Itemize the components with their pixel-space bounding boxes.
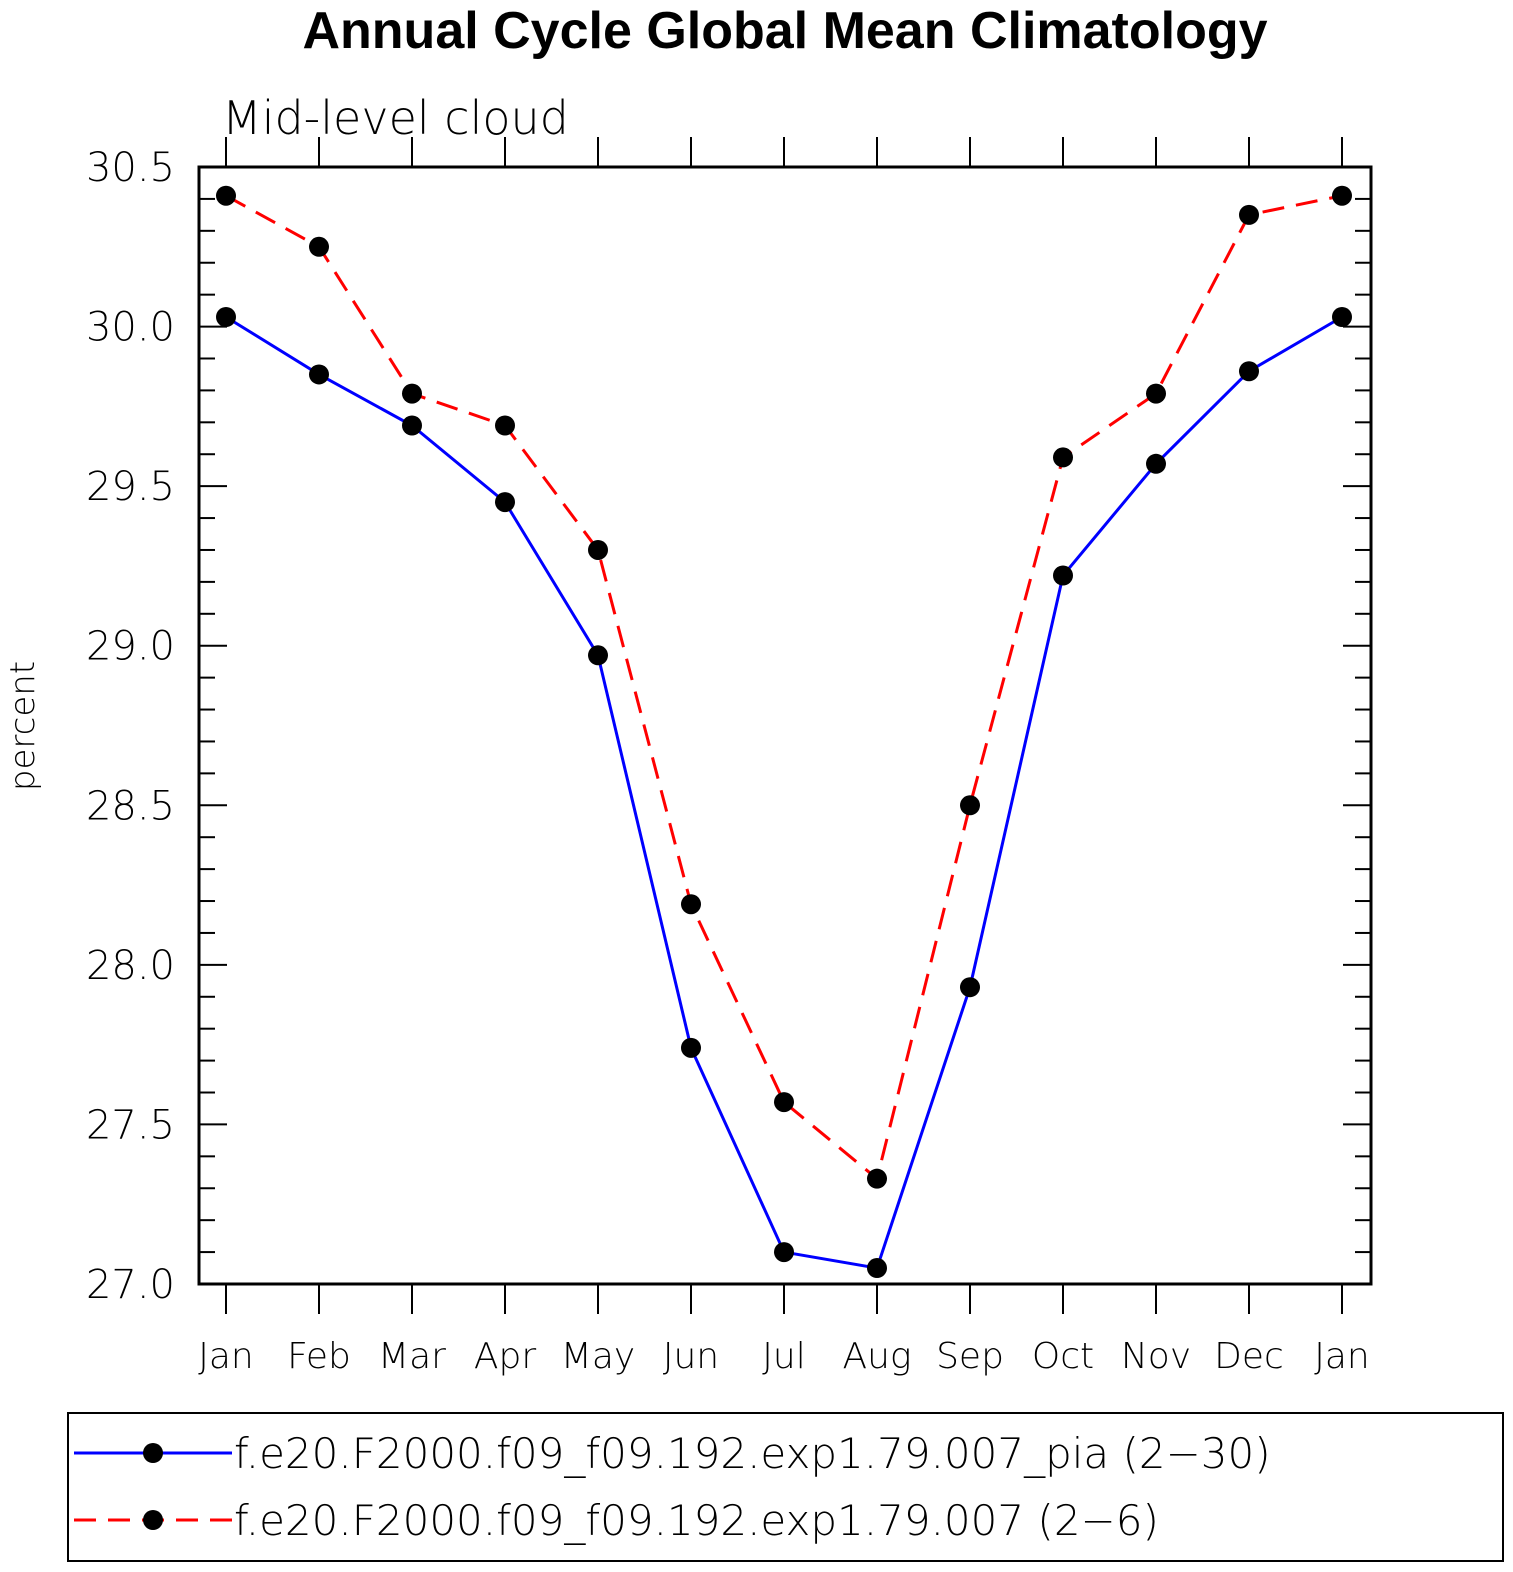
data-point-series-2	[588, 539, 608, 560]
legend: f.e20.F2000.f09_f09.192.exp1.79.007_pia …	[67, 1412, 1504, 1562]
x-tick-label: Apr	[474, 1336, 536, 1377]
data-point-series-1	[588, 645, 608, 666]
x-tick-label: May	[561, 1336, 635, 1377]
series-line-1	[225, 315, 1343, 1270]
data-point-series-2	[1053, 447, 1073, 468]
x-axis-ticks: Jan Feb Mar Apr May Jun Jul Aug Sep Oct Nov Dec Jan	[198, 137, 1370, 1377]
y-axis-label: percent	[3, 661, 43, 791]
data-point-series-2	[309, 236, 329, 257]
legend-label-series-1: f.e20.F2000.f09_f09.192.exp1.79.007_pia …	[234, 1429, 1271, 1478]
x-tick-label: Aug	[842, 1336, 911, 1377]
series-markers	[216, 185, 1352, 1279]
data-point-series-2	[1146, 383, 1166, 404]
chart-subtitle: Mid-level cloud	[222, 91, 569, 145]
data-point-series-1	[402, 415, 422, 436]
series-line-2	[225, 194, 1343, 1182]
data-point-series-1	[681, 1037, 701, 1058]
y-tick-label: 30.0	[86, 305, 175, 351]
y-tick-label: 28.0	[86, 943, 175, 989]
y-axis-ticks: 27.0 27.5 28.0 28.5 29.0 29.5 30.0 30.5	[86, 145, 1371, 1308]
data-point-series-1	[1053, 565, 1073, 586]
data-point-series-1	[1332, 306, 1352, 327]
data-point-series-1	[960, 977, 980, 998]
legend-frame	[67, 1412, 1504, 1562]
y-tick-label: 29.5	[86, 464, 175, 510]
x-tick-label: Sep	[936, 1336, 1004, 1377]
data-point-series-1	[216, 306, 236, 327]
x-tick-label: Dec	[1214, 1336, 1284, 1377]
data-point-series-1	[867, 1258, 887, 1279]
data-point-series-2	[495, 415, 515, 436]
legend-marker-series-1	[143, 1443, 163, 1463]
x-tick-label: Jun	[663, 1336, 719, 1377]
data-point-series-1	[495, 492, 515, 513]
data-point-series-2	[1332, 185, 1352, 206]
data-point-series-1	[774, 1242, 794, 1263]
y-tick-label: 28.5	[86, 783, 175, 829]
plot-area: 27.0 27.5 28.0 28.5 29.0 29.5 30.0 30.5 Jan Feb M…	[86, 137, 1373, 1377]
data-point-series-2	[681, 894, 701, 915]
data-point-series-1	[309, 364, 329, 385]
data-point-series-1	[1239, 361, 1259, 382]
legend-label-series-2: f.e20.F2000.f09_f09.192.exp1.79.007 (2−6…	[234, 1496, 1159, 1545]
y-tick-label: 27.5	[86, 1102, 175, 1148]
legend-marker-series-2	[143, 1510, 163, 1530]
data-point-series-1	[1146, 453, 1166, 474]
data-point-series-2	[774, 1092, 794, 1113]
x-tick-label: Jan	[198, 1336, 254, 1377]
data-point-series-2	[960, 795, 980, 816]
data-point-series-2	[867, 1168, 887, 1189]
data-point-series-2	[402, 383, 422, 404]
x-tick-label: Feb	[287, 1336, 351, 1377]
chart-title: Annual Cycle Global Mean Climatology	[302, 2, 1267, 60]
x-tick-label: Nov	[1121, 1336, 1191, 1377]
x-tick-label: Jan	[1314, 1336, 1370, 1377]
data-point-series-2	[216, 185, 236, 206]
x-tick-label: Jul	[762, 1336, 805, 1377]
data-point-series-2	[1239, 204, 1259, 225]
y-tick-label: 30.5	[86, 145, 175, 191]
y-tick-label: 27.0	[86, 1262, 175, 1308]
y-tick-label: 29.0	[86, 624, 175, 670]
x-tick-label: Mar	[378, 1336, 446, 1377]
x-tick-label: Oct	[1032, 1336, 1094, 1377]
